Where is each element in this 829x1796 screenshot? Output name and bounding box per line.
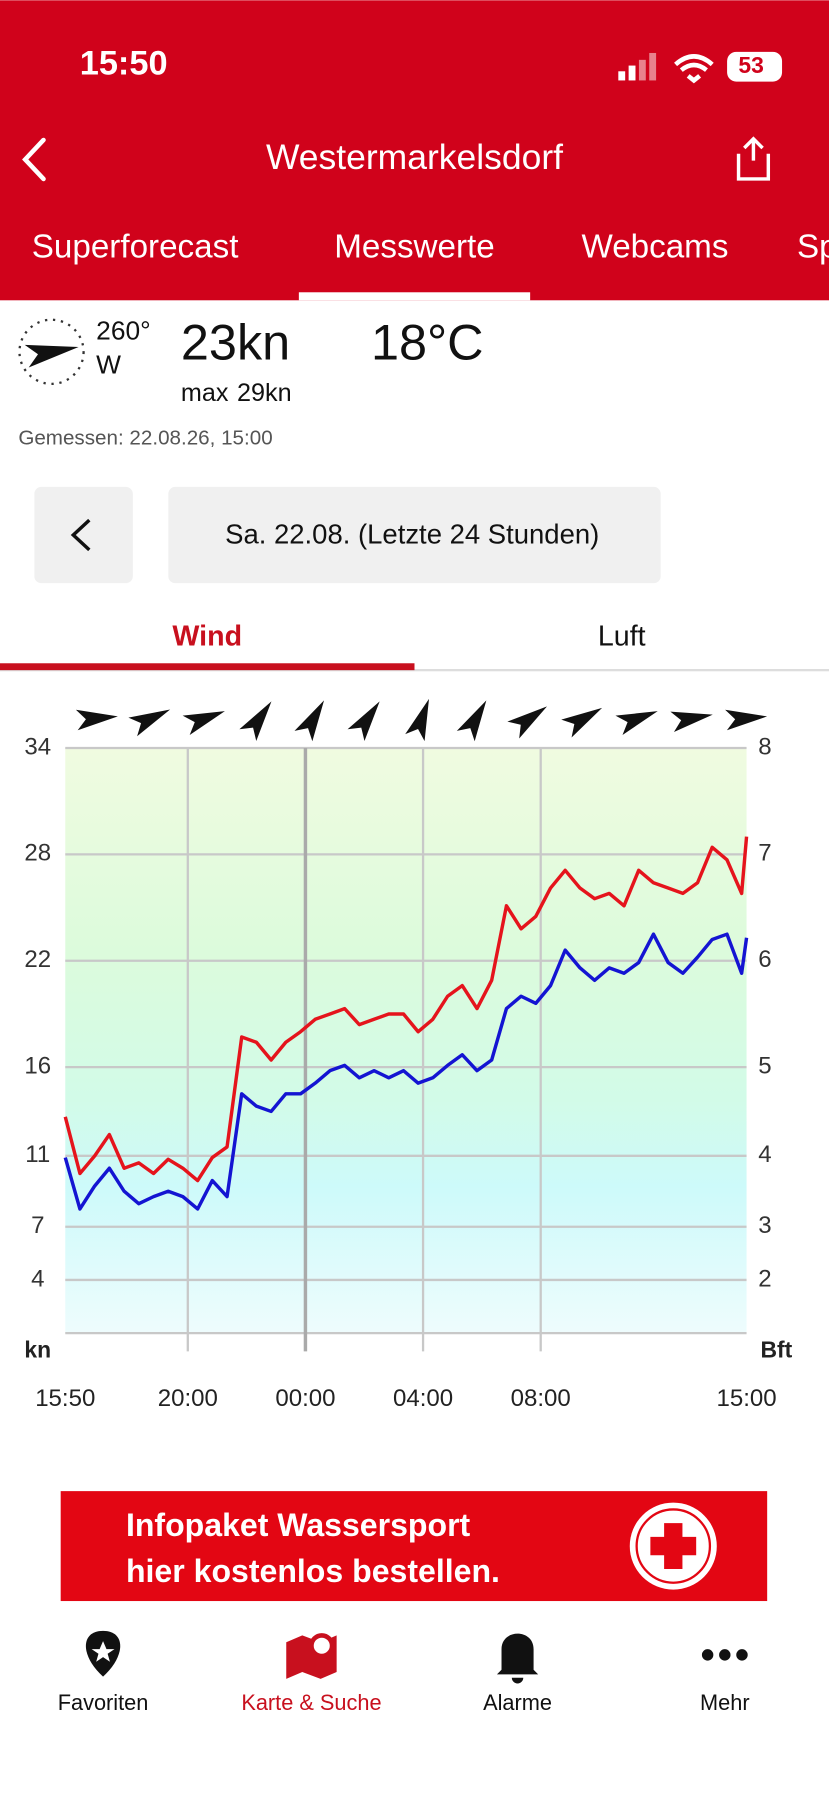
y-tick-label: 11 (25, 1141, 50, 1168)
y2-tick-label: 6 (758, 946, 771, 973)
measured: Gemessen: 22.08.26, 15:00 (18, 426, 272, 449)
max-value: 29kn (237, 379, 292, 407)
compass (18, 318, 85, 386)
y2-tick-label: 4 (758, 1141, 771, 1168)
chart: 34 828 722 616 511 47 34 215:50 20:00 00:00 04:00 0… (24, 698, 777, 1412)
prev-day-button[interactable] (34, 486, 133, 584)
y2-tick-label: 8 (758, 733, 771, 760)
banner-badge (629, 1502, 717, 1590)
nav-bar (0, 1614, 829, 1796)
x-tick-label: 08:00 (511, 1385, 571, 1412)
nav-icon (701, 1649, 748, 1661)
x-tick-label: 15:50 (35, 1385, 95, 1412)
banner-line: hier kostenlos bestellen. (126, 1553, 500, 1589)
tab[interactable]: Sp (797, 229, 829, 266)
header-bg (0, 0, 829, 301)
chart-tab-indicator (0, 663, 415, 671)
battery (727, 51, 783, 82)
direction: 260° (96, 315, 150, 345)
nav-icon-search (309, 1633, 335, 1659)
direction-arrow (239, 701, 272, 742)
direction-arrow (456, 700, 487, 742)
direction-arrow (347, 701, 380, 742)
direction-arrow (182, 711, 225, 735)
tab-indicator (298, 292, 531, 301)
y2-tick-label: 3 (758, 1212, 771, 1239)
max-label: max (181, 379, 229, 407)
y-tick-label: 7 (31, 1212, 44, 1239)
nav-label[interactable]: Karte & Suche (241, 1690, 381, 1715)
direction-arrow (615, 711, 658, 735)
y-tick-label: 4 (31, 1265, 44, 1292)
plot-bg (65, 748, 747, 1334)
series-line (63, 932, 749, 1211)
x-tick-label: 04:00 (393, 1385, 453, 1412)
direction-arrow (128, 709, 171, 737)
direction-arrow (561, 707, 603, 738)
y-unit: kn (24, 1336, 51, 1362)
y-tick-label: 34 (24, 733, 51, 760)
date-label: Sa. 22.08. (Letzte 24 Stunden) (225, 518, 599, 549)
wind-speed: 23kn (181, 313, 290, 370)
y2-tick-label: 2 (758, 1265, 771, 1292)
direction-arrow (294, 700, 325, 742)
direction-arrow (507, 706, 548, 739)
direction-arrow (405, 698, 429, 742)
chart-tab[interactable]: Wind (172, 621, 242, 653)
nav-label[interactable]: Mehr (700, 1690, 750, 1715)
tab[interactable]: Messwerte (334, 229, 494, 266)
chart-tab[interactable]: Luft (598, 621, 646, 653)
prev-icon (70, 518, 91, 552)
direction-name: W (96, 350, 121, 380)
wifi (674, 54, 714, 84)
tab[interactable]: Superforecast (32, 229, 239, 266)
temperature: 18°C (371, 313, 484, 370)
direction-arrow (725, 709, 768, 731)
x-tick-label: 15:00 (716, 1385, 776, 1412)
nav-icon (496, 1633, 539, 1684)
nav-label[interactable]: Alarme (483, 1690, 552, 1715)
battery-level: 53 (738, 52, 763, 78)
y2-tick-label: 5 (758, 1052, 771, 1079)
date-selector[interactable] (168, 486, 661, 584)
title: Westermarkelsdorf (266, 137, 563, 177)
x-tick-label: 00:00 (275, 1385, 335, 1412)
nav-label[interactable]: Favoriten (58, 1690, 149, 1715)
status-time: 15:50 (80, 45, 168, 83)
x-tick-label: 20:00 (158, 1385, 218, 1412)
y2-unit: Bft (760, 1336, 792, 1362)
share-button[interactable] (736, 136, 771, 181)
direction-arrow (670, 711, 713, 732)
y-tick-label: 16 (24, 1052, 51, 1079)
back-button[interactable] (22, 137, 46, 182)
series-line (63, 836, 749, 1183)
tab[interactable]: Webcams (581, 229, 728, 266)
signal (618, 52, 657, 81)
y-tick-label: 28 (24, 840, 51, 867)
nav-icon-star (91, 1641, 115, 1662)
y2-tick-label: 7 (758, 840, 771, 867)
y-tick-label: 22 (24, 946, 51, 973)
banner-line: Infopaket Wassersport (126, 1507, 471, 1543)
direction-arrow (75, 709, 118, 731)
